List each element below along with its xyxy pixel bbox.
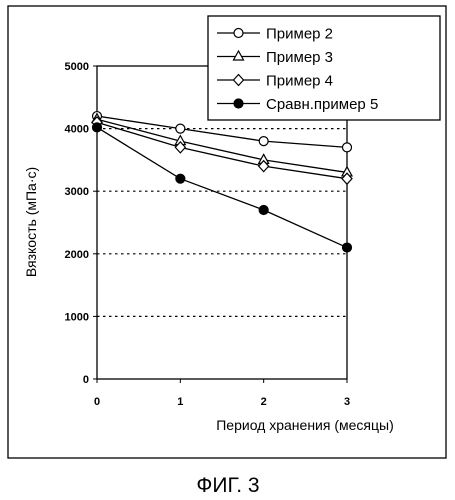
series-4-point-0 bbox=[93, 123, 102, 132]
series-2-line bbox=[97, 119, 347, 172]
y-tick-label-3: 3000 bbox=[65, 186, 89, 198]
x-tick-label-2: 2 bbox=[261, 396, 267, 408]
series-4 bbox=[93, 123, 352, 252]
legend-marker-4 bbox=[234, 99, 243, 108]
series-1-point-3 bbox=[343, 143, 352, 152]
legend-label-3: Пример 4 bbox=[266, 73, 333, 90]
x-tick-label-0: 0 bbox=[94, 396, 100, 408]
series-group bbox=[92, 112, 352, 252]
series-4-point-2 bbox=[259, 205, 268, 214]
legend: Пример 2 Пример 3 Пример 4 Сравн.пример 5 bbox=[208, 16, 440, 120]
series-4-point-1 bbox=[176, 174, 185, 183]
series-1-point-2 bbox=[259, 137, 268, 146]
legend-marker-1 bbox=[234, 29, 243, 38]
x-axis-ticks: 0 1 2 3 bbox=[94, 379, 350, 408]
x-tick-label-1: 1 bbox=[177, 396, 183, 408]
y-tick-label-5: 5000 bbox=[65, 61, 89, 73]
series-4-point-3 bbox=[343, 243, 352, 252]
y-tick-label-2: 2000 bbox=[65, 249, 89, 261]
figure-caption: ФИГ. 3 bbox=[196, 474, 259, 497]
y-axis-label: Вязкость (мПа·с) bbox=[23, 167, 39, 277]
legend-label-2: Пример 3 bbox=[266, 49, 333, 66]
y-tick-label-4: 4000 bbox=[65, 124, 89, 136]
series-1-point-1 bbox=[176, 124, 185, 133]
series-1-line bbox=[97, 116, 347, 147]
y-tick-label-1: 1000 bbox=[65, 311, 89, 323]
legend-label-4: Сравн.пример 5 bbox=[266, 96, 378, 113]
x-axis-label: Период хранения (месяцы) bbox=[216, 417, 394, 433]
y-axis-ticks: 0 1000 2000 3000 4000 5000 bbox=[65, 61, 97, 386]
series-4-line bbox=[97, 127, 347, 247]
x-tick-label-3: 3 bbox=[344, 396, 350, 408]
legend-label-1: Пример 2 bbox=[266, 26, 333, 43]
y-tick-label-0: 0 bbox=[83, 374, 89, 386]
